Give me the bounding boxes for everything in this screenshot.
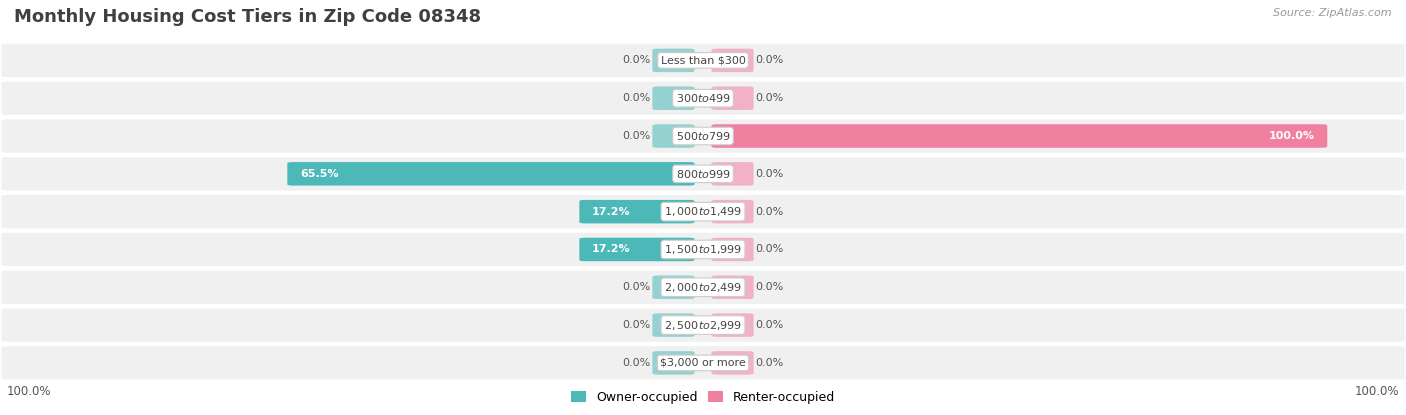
Text: 17.2%: 17.2% — [592, 207, 631, 217]
Text: 0.0%: 0.0% — [755, 320, 783, 330]
FancyBboxPatch shape — [0, 232, 1406, 268]
Text: 0.0%: 0.0% — [755, 282, 783, 292]
FancyBboxPatch shape — [0, 80, 1406, 116]
Text: 100.0%: 100.0% — [7, 386, 52, 398]
FancyBboxPatch shape — [652, 313, 695, 337]
Text: $500 to $799: $500 to $799 — [675, 130, 731, 142]
FancyBboxPatch shape — [711, 313, 754, 337]
Text: 65.5%: 65.5% — [299, 169, 339, 179]
Text: 0.0%: 0.0% — [623, 56, 651, 66]
FancyBboxPatch shape — [652, 49, 695, 72]
Text: 0.0%: 0.0% — [623, 282, 651, 292]
FancyBboxPatch shape — [711, 238, 754, 261]
Text: $300 to $499: $300 to $499 — [675, 92, 731, 104]
FancyBboxPatch shape — [652, 86, 695, 110]
FancyBboxPatch shape — [0, 269, 1406, 305]
Text: 0.0%: 0.0% — [755, 207, 783, 217]
Text: 0.0%: 0.0% — [755, 56, 783, 66]
Text: Less than $300: Less than $300 — [661, 56, 745, 66]
Text: 100.0%: 100.0% — [1354, 386, 1399, 398]
FancyBboxPatch shape — [0, 42, 1406, 78]
Text: 0.0%: 0.0% — [623, 93, 651, 103]
FancyBboxPatch shape — [0, 345, 1406, 381]
Legend: Owner-occupied, Renter-occupied: Owner-occupied, Renter-occupied — [567, 386, 839, 409]
FancyBboxPatch shape — [711, 276, 754, 299]
Text: Monthly Housing Cost Tiers in Zip Code 08348: Monthly Housing Cost Tiers in Zip Code 0… — [14, 8, 481, 26]
Text: 0.0%: 0.0% — [623, 358, 651, 368]
FancyBboxPatch shape — [579, 200, 695, 223]
Text: 0.0%: 0.0% — [755, 244, 783, 254]
Text: $2,500 to $2,999: $2,500 to $2,999 — [664, 319, 742, 332]
FancyBboxPatch shape — [711, 49, 754, 72]
FancyBboxPatch shape — [711, 200, 754, 223]
FancyBboxPatch shape — [711, 86, 754, 110]
Text: 0.0%: 0.0% — [623, 320, 651, 330]
FancyBboxPatch shape — [652, 351, 695, 375]
Text: 0.0%: 0.0% — [623, 131, 651, 141]
Text: $2,000 to $2,499: $2,000 to $2,499 — [664, 281, 742, 294]
FancyBboxPatch shape — [711, 351, 754, 375]
Text: $800 to $999: $800 to $999 — [675, 168, 731, 180]
FancyBboxPatch shape — [287, 162, 695, 186]
FancyBboxPatch shape — [711, 162, 754, 186]
Text: $1,500 to $1,999: $1,500 to $1,999 — [664, 243, 742, 256]
FancyBboxPatch shape — [579, 238, 695, 261]
Text: 17.2%: 17.2% — [592, 244, 631, 254]
FancyBboxPatch shape — [652, 276, 695, 299]
Text: 0.0%: 0.0% — [755, 358, 783, 368]
FancyBboxPatch shape — [0, 193, 1406, 230]
Text: 0.0%: 0.0% — [755, 169, 783, 179]
FancyBboxPatch shape — [652, 124, 695, 148]
FancyBboxPatch shape — [0, 156, 1406, 192]
Text: Source: ZipAtlas.com: Source: ZipAtlas.com — [1274, 8, 1392, 18]
FancyBboxPatch shape — [0, 118, 1406, 154]
FancyBboxPatch shape — [0, 307, 1406, 343]
Text: 0.0%: 0.0% — [755, 93, 783, 103]
Text: $1,000 to $1,499: $1,000 to $1,499 — [664, 205, 742, 218]
Text: $3,000 or more: $3,000 or more — [661, 358, 745, 368]
FancyBboxPatch shape — [711, 124, 1327, 148]
Text: 100.0%: 100.0% — [1268, 131, 1315, 141]
